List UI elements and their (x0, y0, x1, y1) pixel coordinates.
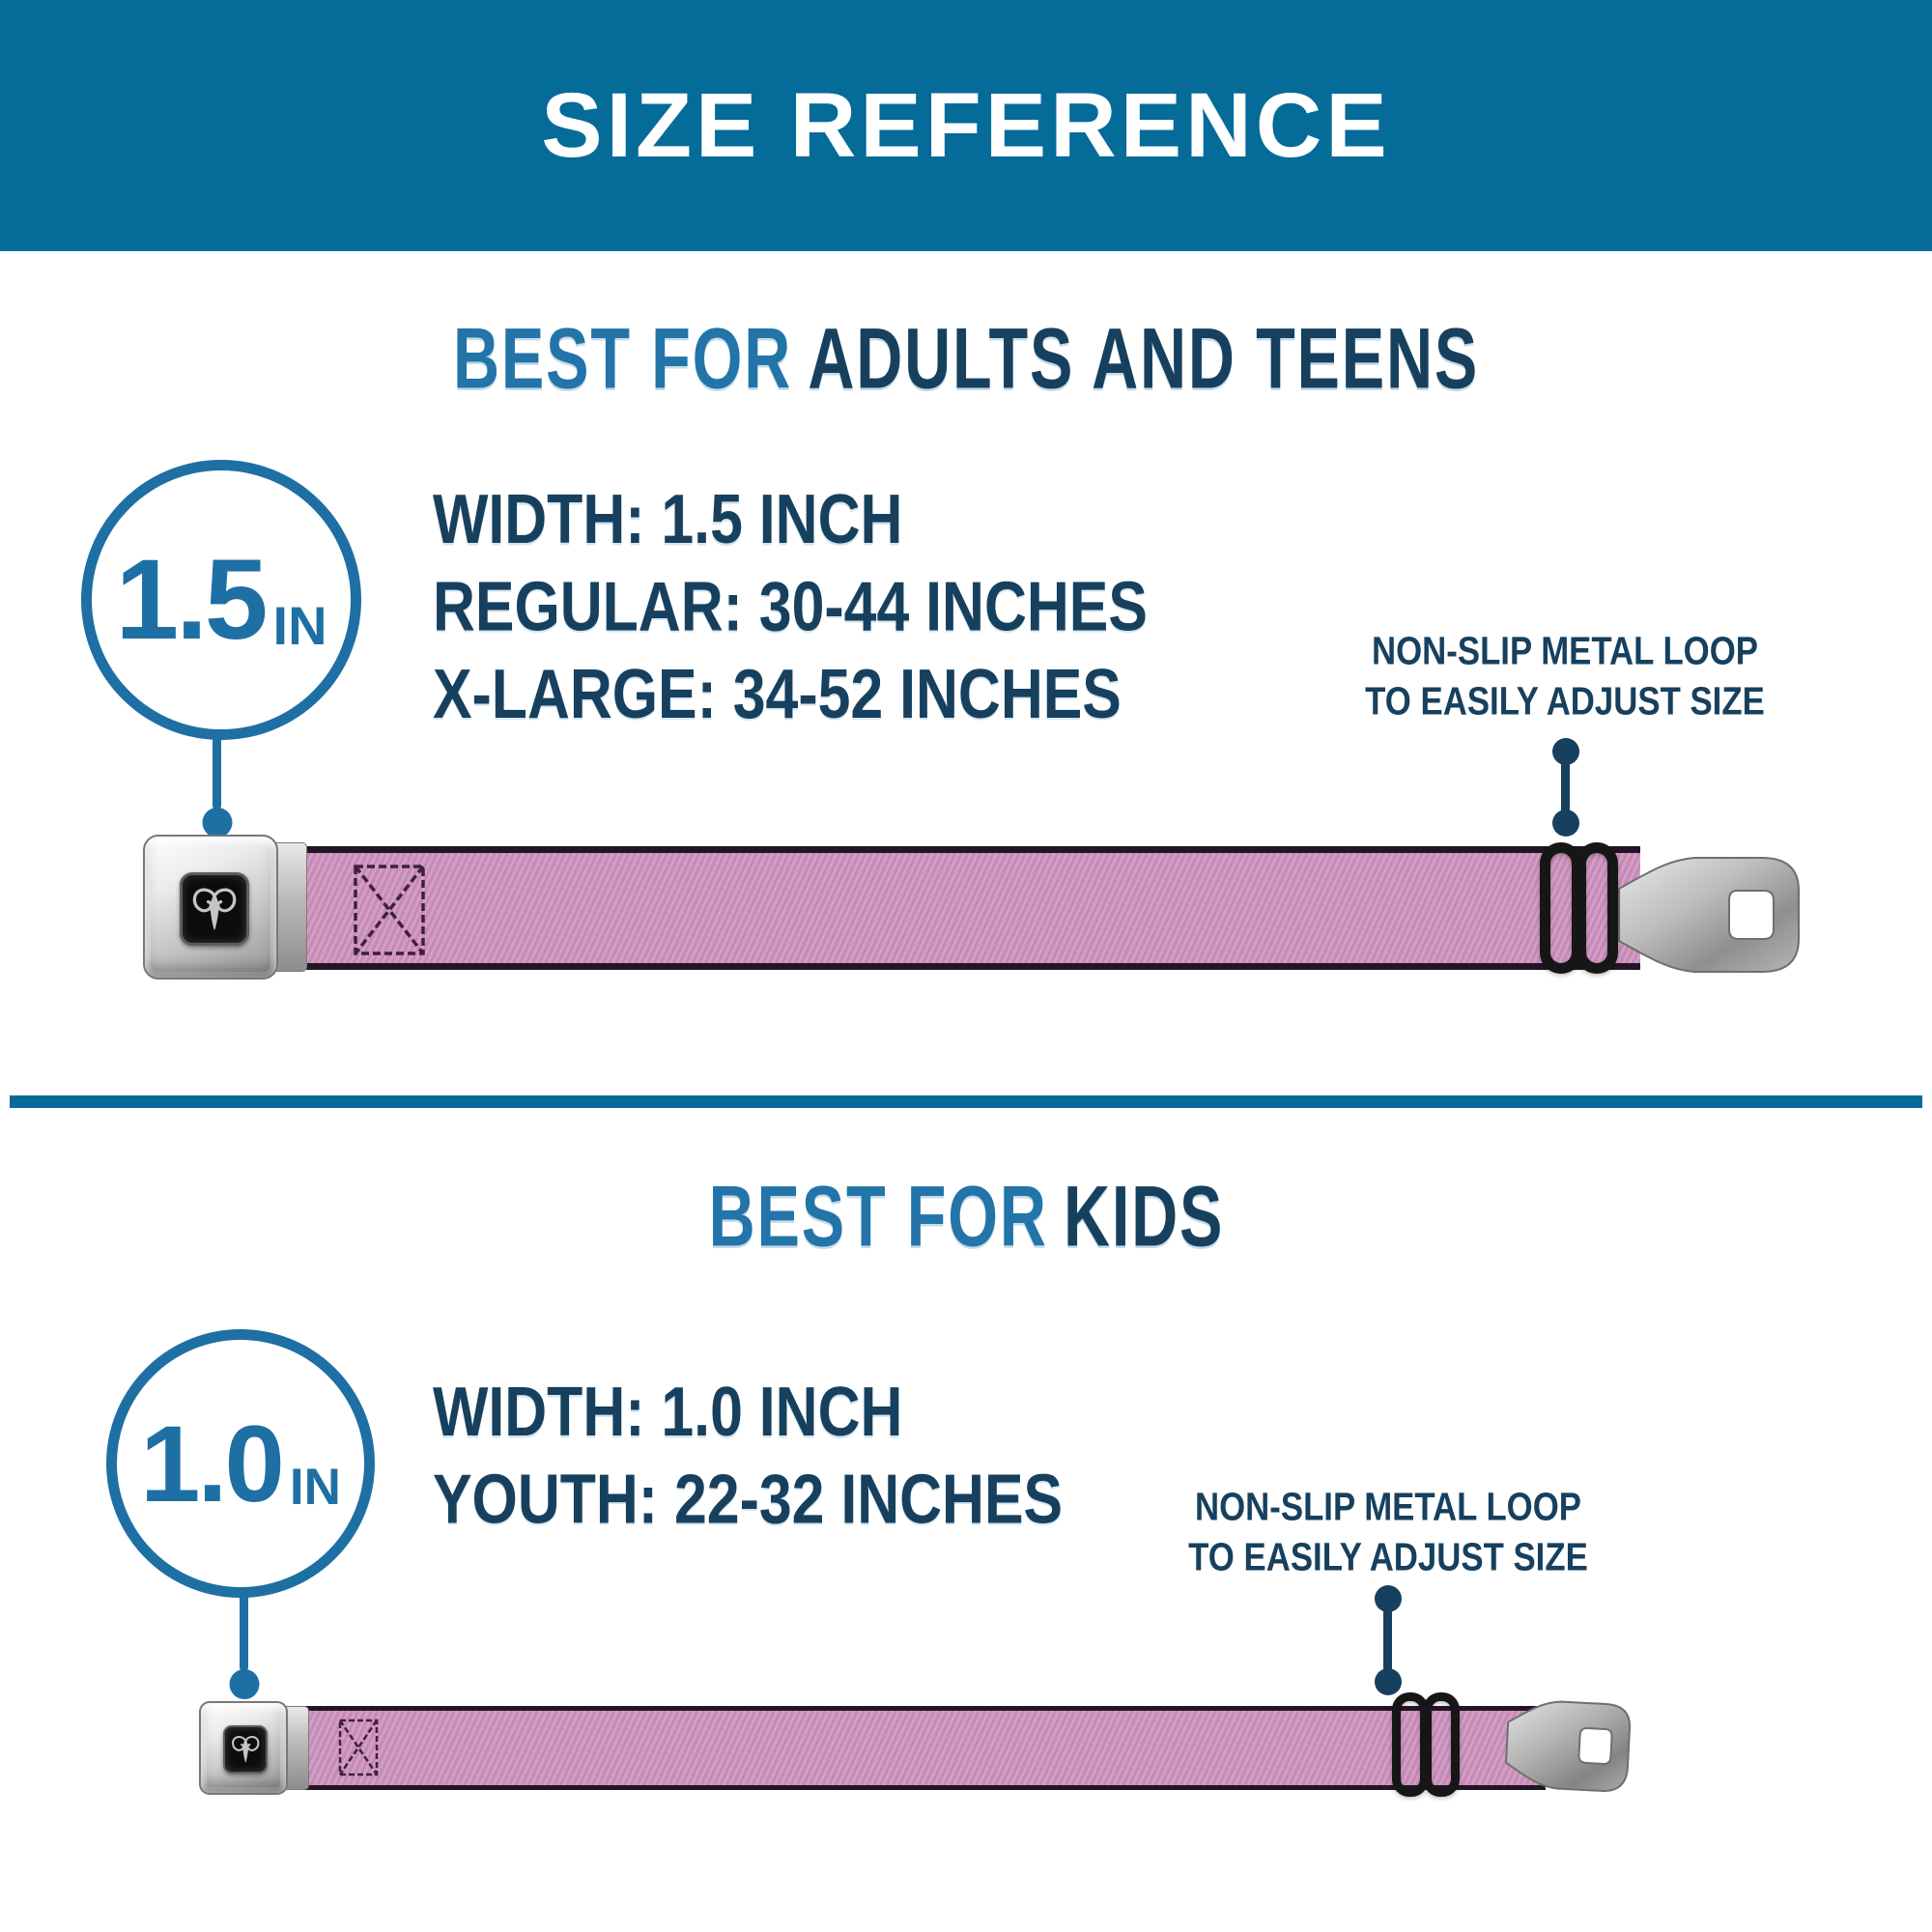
spec-list-adult: WIDTH: 1.5 INCH REGULAR: 30-44 INCHES X-… (433, 475, 1148, 737)
ram-logo-icon (223, 1725, 268, 1774)
callout-line: TO EASILY ADJUST SIZE (1365, 679, 1765, 724)
stitch-box-icon (338, 1719, 379, 1776)
circle-pointer-kids (240, 1594, 248, 1671)
heading-prefix: BEST FOR (708, 1168, 1048, 1264)
heading-rest: ADULTS AND TEENS (808, 310, 1480, 407)
section-heading-adults: BEST FOR ADULTS AND TEENS (0, 309, 1932, 407)
callout-line: TO EASILY ADJUST SIZE (1188, 1535, 1588, 1579)
belt-strap-kids (290, 1706, 1546, 1790)
seatbelt-buckle-kids (199, 1701, 309, 1795)
heading-prefix: BEST FOR (452, 310, 793, 407)
belt-strap-adult (292, 846, 1640, 970)
spec-line: YOUTH: 22-32 INCHES (433, 1459, 1064, 1539)
spec-list-kids: WIDTH: 1.0 INCH YOUTH: 22-32 INCHES (433, 1368, 1063, 1543)
width-value: 1.0 (140, 1403, 285, 1524)
callout-pointer-kids (1383, 1599, 1392, 1682)
callout-pointer-adult (1561, 752, 1570, 823)
width-circle-kids: 1.0 IN (106, 1329, 375, 1598)
seatbelt-buckle-adult (143, 835, 309, 980)
circle-pointer-adult (213, 736, 221, 810)
callout-line: NON-SLIP METAL LOOP (1372, 629, 1758, 673)
metal-loop-kids (1392, 1692, 1460, 1797)
width-unit: IN (289, 1458, 341, 1516)
ram-logo-icon (180, 872, 249, 946)
stitch-box-icon (354, 865, 425, 955)
callout-line: NON-SLIP METAL LOOP (1195, 1485, 1581, 1529)
spec-line: WIDTH: 1.0 INCH (433, 1372, 903, 1451)
width-circle-adult: 1.5 IN (81, 460, 361, 740)
section-heading-kids: BEST FOR KIDS (0, 1167, 1932, 1264)
width-unit: IN (272, 594, 327, 656)
buckle-body (143, 835, 278, 980)
spec-line: REGULAR: 30-44 INCHES (433, 566, 1148, 646)
metal-loop-adult (1540, 842, 1618, 974)
heading-rest: KIDS (1063, 1168, 1224, 1264)
spec-line: X-LARGE: 34-52 INCHES (433, 654, 1122, 733)
loop-callout-adult: NON-SLIP METAL LOOP TO EASILY ADJUST SIZ… (1293, 626, 1837, 725)
banner: SIZE REFERENCE (0, 0, 1932, 251)
belt-tab-kids (1504, 1700, 1632, 1792)
buckle-body (199, 1701, 288, 1795)
belt-tab-adult (1618, 857, 1800, 973)
loop-callout-kids: NON-SLIP METAL LOOP TO EASILY ADJUST SIZ… (1116, 1482, 1661, 1581)
width-value: 1.5 (115, 536, 268, 664)
spec-line: WIDTH: 1.5 INCH (433, 479, 903, 558)
section-divider (10, 1095, 1922, 1108)
banner-title: SIZE REFERENCE (541, 73, 1391, 177)
